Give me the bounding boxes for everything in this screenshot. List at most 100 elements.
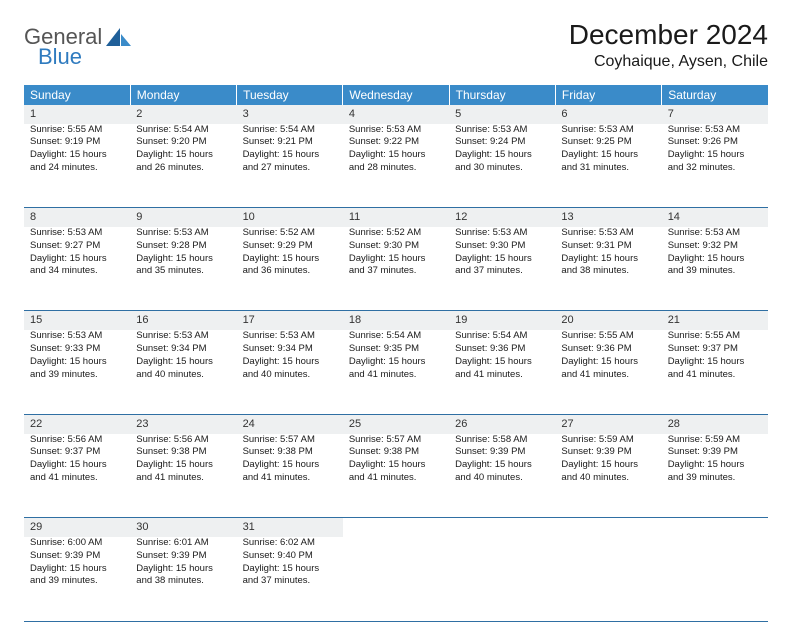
daylight-text-2: and 35 minutes. xyxy=(136,265,230,278)
sunrise-text: Sunrise: 5:53 AM xyxy=(455,124,549,137)
daylight-text-2: and 30 minutes. xyxy=(455,162,549,175)
sunrise-text: Sunrise: 5:58 AM xyxy=(455,434,549,447)
month-title: December 2024 xyxy=(569,20,768,51)
daylight-text-1: Daylight: 15 hours xyxy=(455,149,549,162)
day-number: 15 xyxy=(24,311,130,330)
sunset-text: Sunset: 9:38 PM xyxy=(349,446,443,459)
sunset-text: Sunset: 9:37 PM xyxy=(30,446,124,459)
day-cell xyxy=(343,537,449,621)
sunrise-text: Sunrise: 5:55 AM xyxy=(668,330,762,343)
sunset-text: Sunset: 9:39 PM xyxy=(668,446,762,459)
day-number xyxy=(555,518,661,537)
day-number: 19 xyxy=(449,311,555,330)
daylight-text-1: Daylight: 15 hours xyxy=(349,356,443,369)
daylight-text-1: Daylight: 15 hours xyxy=(668,356,762,369)
daylight-text-2: and 40 minutes. xyxy=(561,472,655,485)
daylight-text-2: and 37 minutes. xyxy=(349,265,443,278)
day-number: 18 xyxy=(343,311,449,330)
weekday-header-row: Sunday Monday Tuesday Wednesday Thursday… xyxy=(24,85,768,105)
day-number: 23 xyxy=(130,414,236,433)
daylight-text-2: and 32 minutes. xyxy=(668,162,762,175)
day-cell: Sunrise: 5:52 AMSunset: 9:29 PMDaylight:… xyxy=(237,227,343,311)
daylight-text-1: Daylight: 15 hours xyxy=(243,149,337,162)
day-number: 13 xyxy=(555,208,661,227)
day-cell: Sunrise: 5:54 AMSunset: 9:35 PMDaylight:… xyxy=(343,330,449,414)
daylight-text-2: and 38 minutes. xyxy=(136,575,230,588)
sunrise-text: Sunrise: 5:53 AM xyxy=(668,227,762,240)
brand-logo: General Blue xyxy=(24,20,132,68)
daylight-text-2: and 36 minutes. xyxy=(243,265,337,278)
sunset-text: Sunset: 9:30 PM xyxy=(455,240,549,253)
day-number: 8 xyxy=(24,208,130,227)
daylight-text-2: and 41 minutes. xyxy=(561,369,655,382)
sunset-text: Sunset: 9:39 PM xyxy=(455,446,549,459)
sunrise-text: Sunrise: 5:53 AM xyxy=(136,330,230,343)
calendar-body: 1234567Sunrise: 5:55 AMSunset: 9:19 PMDa… xyxy=(24,105,768,621)
sunrise-text: Sunrise: 5:53 AM xyxy=(349,124,443,137)
day-number: 21 xyxy=(662,311,768,330)
day-number: 2 xyxy=(130,105,236,124)
sunset-text: Sunset: 9:39 PM xyxy=(561,446,655,459)
day-number-row: 15161718192021 xyxy=(24,311,768,330)
day-cell: Sunrise: 6:01 AMSunset: 9:39 PMDaylight:… xyxy=(130,537,236,621)
calendar-table: Sunday Monday Tuesday Wednesday Thursday… xyxy=(24,85,768,622)
day-cell xyxy=(662,537,768,621)
daylight-text-2: and 39 minutes. xyxy=(668,265,762,278)
day-number xyxy=(662,518,768,537)
daylight-text-1: Daylight: 15 hours xyxy=(136,149,230,162)
daylight-text-2: and 40 minutes. xyxy=(136,369,230,382)
sunrise-text: Sunrise: 5:54 AM xyxy=(455,330,549,343)
sunrise-text: Sunrise: 5:52 AM xyxy=(349,227,443,240)
daylight-text-1: Daylight: 15 hours xyxy=(668,253,762,266)
daylight-text-2: and 26 minutes. xyxy=(136,162,230,175)
day-number: 14 xyxy=(662,208,768,227)
daylight-text-1: Daylight: 15 hours xyxy=(349,253,443,266)
day-number: 11 xyxy=(343,208,449,227)
day-number: 24 xyxy=(237,414,343,433)
sunset-text: Sunset: 9:26 PM xyxy=(668,136,762,149)
sunset-text: Sunset: 9:28 PM xyxy=(136,240,230,253)
day-cell: Sunrise: 5:57 AMSunset: 9:38 PMDaylight:… xyxy=(237,434,343,518)
day-number: 12 xyxy=(449,208,555,227)
daylight-text-1: Daylight: 15 hours xyxy=(30,253,124,266)
weekday-header: Friday xyxy=(555,85,661,105)
day-number: 4 xyxy=(343,105,449,124)
daylight-text-2: and 38 minutes. xyxy=(561,265,655,278)
day-number-row: 1234567 xyxy=(24,105,768,124)
sunset-text: Sunset: 9:39 PM xyxy=(30,550,124,563)
day-number: 30 xyxy=(130,518,236,537)
daylight-text-1: Daylight: 15 hours xyxy=(668,459,762,472)
sunrise-text: Sunrise: 5:56 AM xyxy=(30,434,124,447)
day-number-row: 891011121314 xyxy=(24,208,768,227)
day-cell: Sunrise: 5:53 AMSunset: 9:33 PMDaylight:… xyxy=(24,330,130,414)
weekday-header: Sunday xyxy=(24,85,130,105)
daylight-text-2: and 40 minutes. xyxy=(243,369,337,382)
sunset-text: Sunset: 9:29 PM xyxy=(243,240,337,253)
sunset-text: Sunset: 9:20 PM xyxy=(136,136,230,149)
sunset-text: Sunset: 9:40 PM xyxy=(243,550,337,563)
calendar-page: General Blue December 2024 Coyhaique, Ay… xyxy=(0,0,792,612)
sunrise-text: Sunrise: 5:53 AM xyxy=(561,227,655,240)
sunrise-text: Sunrise: 5:53 AM xyxy=(243,330,337,343)
day-cell: Sunrise: 5:55 AMSunset: 9:36 PMDaylight:… xyxy=(555,330,661,414)
day-number: 27 xyxy=(555,414,661,433)
daylight-text-2: and 39 minutes. xyxy=(30,369,124,382)
day-cell: Sunrise: 5:53 AMSunset: 9:30 PMDaylight:… xyxy=(449,227,555,311)
sunrise-text: Sunrise: 5:59 AM xyxy=(561,434,655,447)
day-number: 29 xyxy=(24,518,130,537)
sunset-text: Sunset: 9:38 PM xyxy=(243,446,337,459)
sunrise-text: Sunrise: 5:53 AM xyxy=(136,227,230,240)
title-block: December 2024 Coyhaique, Aysen, Chile xyxy=(569,20,768,71)
day-cell xyxy=(449,537,555,621)
sunrise-text: Sunrise: 5:53 AM xyxy=(561,124,655,137)
daylight-text-2: and 39 minutes. xyxy=(30,575,124,588)
daylight-text-1: Daylight: 15 hours xyxy=(136,563,230,576)
day-number: 5 xyxy=(449,105,555,124)
daylight-text-1: Daylight: 15 hours xyxy=(243,563,337,576)
sunrise-text: Sunrise: 5:56 AM xyxy=(136,434,230,447)
day-cell: Sunrise: 5:53 AMSunset: 9:32 PMDaylight:… xyxy=(662,227,768,311)
daylight-text-1: Daylight: 15 hours xyxy=(30,459,124,472)
daylight-text-2: and 37 minutes. xyxy=(455,265,549,278)
weekday-header: Monday xyxy=(130,85,236,105)
day-cell xyxy=(555,537,661,621)
